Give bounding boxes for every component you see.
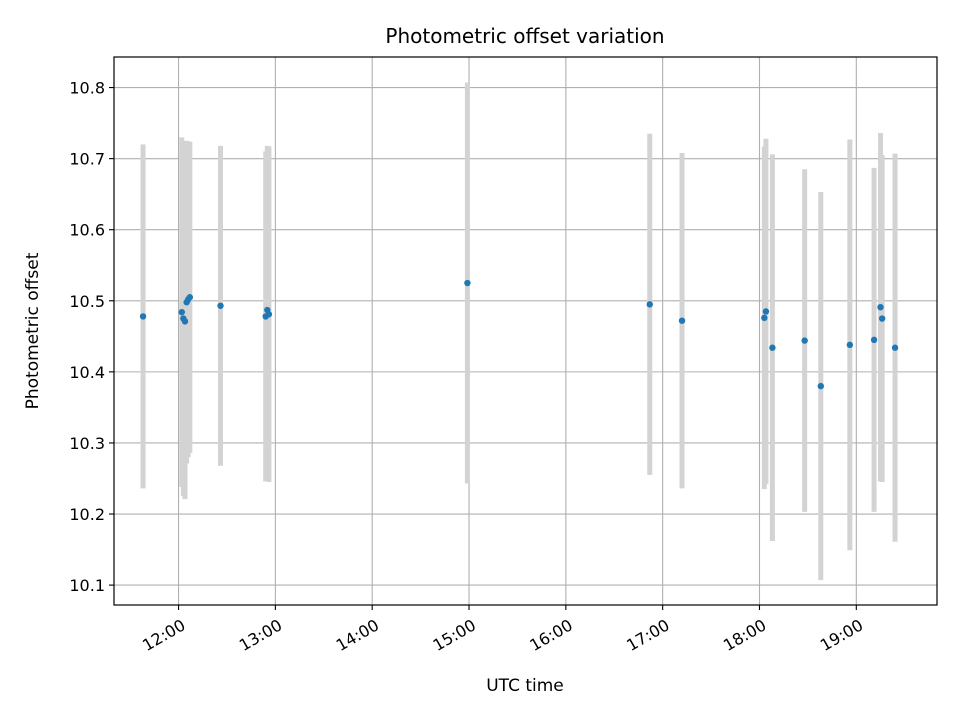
data-point bbox=[186, 294, 194, 301]
data-points bbox=[139, 279, 899, 390]
data-point bbox=[891, 344, 899, 351]
data-point bbox=[181, 318, 189, 325]
chart-title: Photometric offset variation bbox=[385, 24, 664, 48]
data-point bbox=[769, 344, 776, 351]
data-point bbox=[870, 336, 878, 344]
data-point bbox=[464, 279, 471, 287]
data-point bbox=[217, 302, 224, 309]
data-point bbox=[762, 308, 770, 315]
y-tick-label: 10.7 bbox=[69, 150, 105, 169]
data-point bbox=[265, 311, 273, 318]
data-point bbox=[817, 382, 825, 390]
data-point bbox=[761, 314, 768, 322]
y-tick-label: 10.1 bbox=[69, 576, 105, 595]
data-point bbox=[139, 313, 147, 320]
y-tick-label: 10.8 bbox=[69, 79, 105, 98]
y-tick-label: 10.4 bbox=[69, 363, 105, 382]
y-gridlines bbox=[114, 87, 937, 586]
data-point bbox=[646, 301, 653, 308]
data-point bbox=[878, 315, 886, 322]
data-point bbox=[178, 308, 185, 316]
y-tick-label: 10.6 bbox=[69, 221, 105, 240]
y-axis-ticks: 10.1 10.2 10.3 10.4 10.5 10.6 10.7 10.8 bbox=[69, 79, 114, 595]
data-point bbox=[678, 317, 686, 324]
data-point bbox=[801, 337, 808, 344]
x-axis-label: UTC time bbox=[486, 676, 564, 696]
data-point bbox=[877, 303, 884, 311]
y-tick-label: 10.5 bbox=[69, 292, 105, 311]
y-tick-label: 10.3 bbox=[69, 434, 105, 453]
y-axis-label: Photometric offset bbox=[23, 252, 43, 409]
data-point bbox=[846, 341, 854, 349]
y-tick-label: 10.2 bbox=[69, 505, 105, 524]
plot-frame bbox=[113, 56, 938, 606]
